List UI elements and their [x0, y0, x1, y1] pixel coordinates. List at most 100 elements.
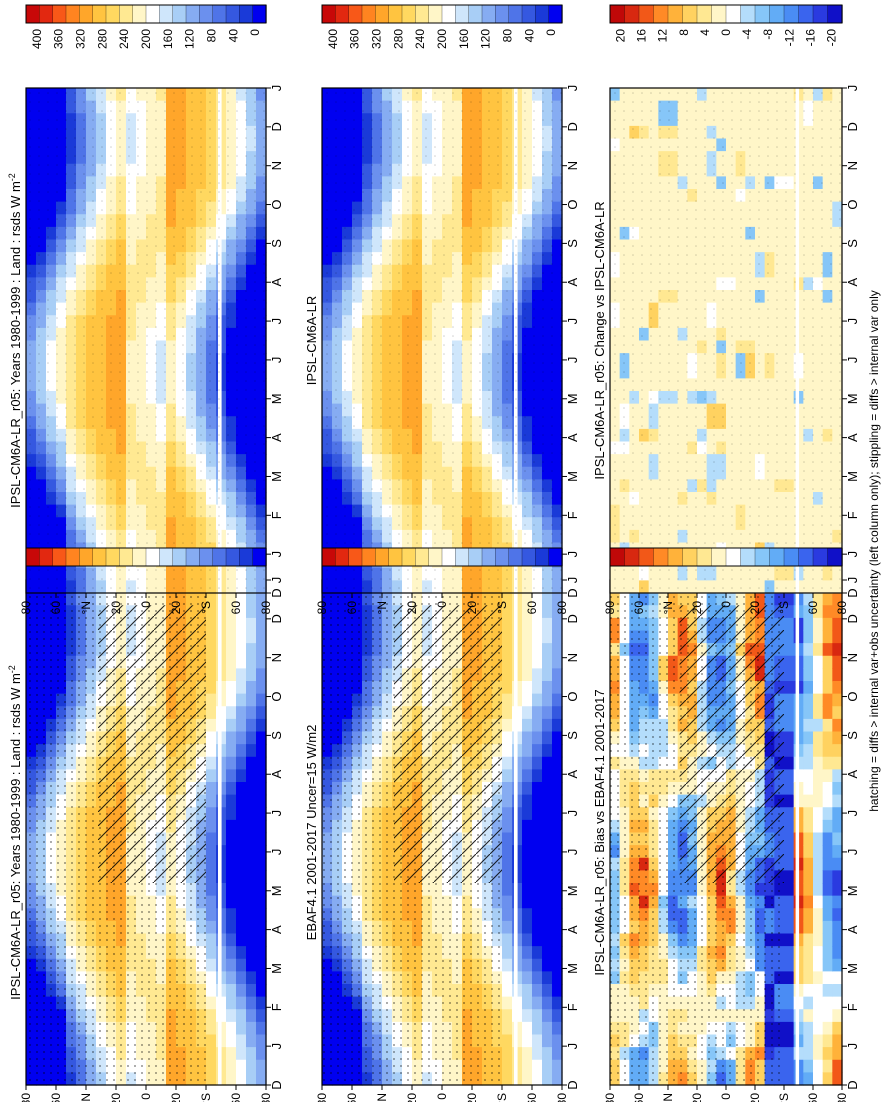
month-tick-label: D [269, 588, 284, 597]
heatmap-cell [803, 757, 813, 770]
heatmap-cell [256, 706, 267, 719]
month-tick-label: O [565, 691, 580, 701]
colorbar-swatch [335, 5, 349, 23]
heatmap-cell [552, 706, 563, 719]
heatmap-cell [552, 997, 563, 1010]
heatmap-cell [226, 845, 237, 858]
latitude-tick-label: 20 [465, 601, 479, 615]
heatmap-cell [522, 896, 533, 909]
heatmap-cell [502, 769, 513, 782]
heatmap-cell [784, 744, 794, 757]
heatmap-cell [226, 795, 237, 808]
heatmap-cell [236, 719, 247, 732]
heatmap-cell [226, 694, 237, 707]
heatmap-cell [803, 732, 813, 745]
heatmap-cell [542, 668, 553, 681]
heatmap-cell [803, 984, 813, 997]
heatmap-cell [813, 934, 823, 947]
hatching-overlay [98, 605, 206, 883]
colorbar-swatch [159, 5, 173, 23]
month-tick-label: A [565, 770, 580, 779]
colorbar-swatch [469, 5, 483, 23]
heatmap-cell [256, 1072, 267, 1085]
heatmap-cell [532, 1035, 543, 1048]
heatmap-cell [532, 631, 543, 644]
heatmap-cell [246, 870, 257, 883]
heatmap-cell [502, 1009, 513, 1022]
colorbar-swatch [26, 5, 40, 23]
heatmap-cell [542, 908, 553, 921]
heatmap-cell [542, 971, 553, 984]
heatmap-cell [552, 896, 563, 909]
month-tick-label: J [269, 577, 284, 584]
heatmap-cell [206, 656, 217, 669]
heatmap-cell [226, 782, 237, 795]
heatmap-cell [522, 782, 533, 795]
latitude-tick-label: 80 [555, 601, 569, 615]
heatmap-cell [803, 896, 813, 909]
colorbar-swatch [349, 5, 363, 23]
heatmap-cell [206, 921, 217, 934]
heatmap-cell [803, 820, 813, 833]
month-tick-label: O [269, 691, 284, 701]
heatmap-cell [552, 732, 563, 745]
heatmap-cell [226, 921, 237, 934]
heatmap-cell [246, 757, 257, 770]
heatmap-cell [246, 656, 257, 669]
heatmap-cell [226, 984, 237, 997]
heatmap-cell [803, 870, 813, 883]
heatmap-cell [784, 1060, 794, 1073]
heatmap-cell [256, 757, 267, 770]
colorbar-swatch [39, 5, 53, 23]
heatmap-cell [803, 782, 813, 795]
heatmap-cell [813, 896, 823, 909]
colorbar-tick-label: 240 [413, 29, 427, 49]
heatmap-cell [522, 820, 533, 833]
heatmap-cell [502, 656, 513, 669]
heatmap-cell [542, 934, 553, 947]
heatmap-cell [226, 971, 237, 984]
heatmap-cell [542, 795, 553, 808]
heatmap-cell [532, 946, 543, 959]
colorbar-tick-label: 80 [500, 29, 514, 43]
heatmap-cell [226, 681, 237, 694]
heatmap-cell [236, 1047, 247, 1060]
heatmap-cell [813, 921, 823, 934]
heatmap-cell [502, 959, 513, 972]
hatching-overlay [394, 605, 502, 883]
heatmap-cell [784, 971, 794, 984]
heatmap-cell [532, 1060, 543, 1073]
heatmap-cell [522, 732, 533, 745]
heatmap-cell [256, 668, 267, 681]
heatmap-cell [206, 1072, 217, 1085]
latitude-tick-label: °N [375, 601, 389, 614]
heatmap-cell [542, 1009, 553, 1022]
colorbar-tick-label: 360 [52, 29, 66, 49]
heatmap-cell [236, 1060, 247, 1073]
heatmap-cell [813, 833, 823, 846]
heatmap-cell [206, 1022, 217, 1035]
month-tick-label: F [269, 1003, 284, 1011]
heatmap-cell [813, 706, 823, 719]
heatmap-cell [246, 732, 257, 745]
colorbar-swatch [199, 5, 213, 23]
heatmap-cell [226, 870, 237, 883]
heatmap-cell [236, 1009, 247, 1022]
latitude-tick-label: 60 [525, 601, 539, 615]
heatmap-cell [226, 631, 237, 644]
heatmap-cell [522, 744, 533, 757]
heatmap-cell [532, 858, 543, 871]
latitude-tick-label: 60 [229, 1093, 243, 1102]
heatmap-cell [552, 858, 563, 871]
heatmap-cell [784, 820, 794, 833]
latitude-tick-label: 80 [315, 601, 329, 615]
colorbar-swatch [549, 5, 563, 23]
heatmap-cell [206, 820, 217, 833]
colorbar-tick-label: 40 [226, 29, 240, 43]
month-tick-label: M [269, 885, 284, 896]
heatmap-cell [813, 757, 823, 770]
heatmap-cell [206, 845, 217, 858]
